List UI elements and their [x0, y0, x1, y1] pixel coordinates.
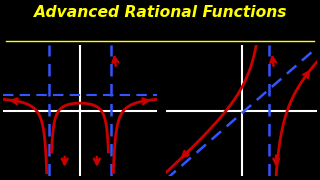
Text: Advanced Rational Functions: Advanced Rational Functions: [34, 5, 286, 20]
